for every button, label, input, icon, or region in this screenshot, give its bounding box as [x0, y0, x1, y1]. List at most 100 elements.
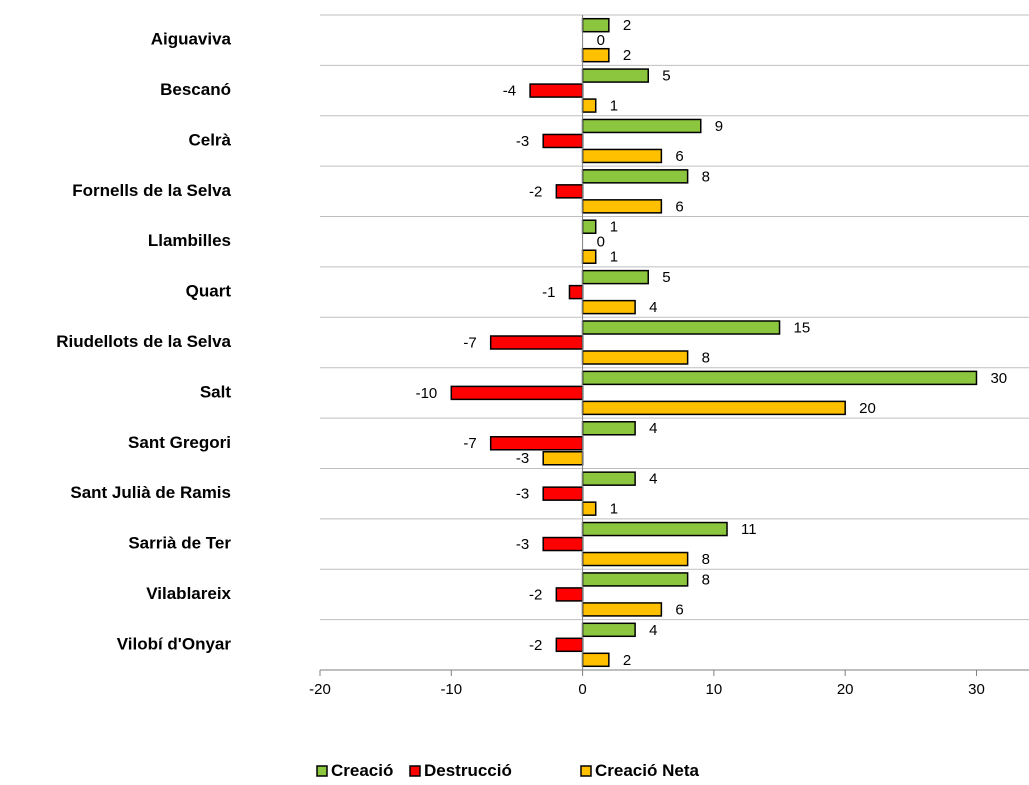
category-label: Sant Gregori	[128, 433, 231, 452]
bar	[489, 436, 584, 451]
bar	[542, 133, 584, 149]
data-label: 5	[662, 269, 670, 286]
bar	[581, 551, 689, 567]
category-label: Bescanó	[160, 80, 231, 99]
data-label: 1	[610, 98, 618, 115]
data-label: 4	[649, 471, 657, 488]
bar	[568, 284, 584, 300]
data-label: 0	[597, 234, 605, 251]
data-label: -4	[503, 83, 516, 100]
category-label: Vilablareix	[146, 584, 231, 603]
bar	[581, 421, 636, 436]
bar	[529, 83, 584, 98]
data-label: -3	[516, 450, 529, 467]
legend-swatch	[580, 765, 592, 777]
bar	[581, 148, 663, 164]
data-label: 6	[675, 198, 683, 215]
data-label: 1	[610, 249, 618, 266]
category-label: Riudellots de la Selva	[56, 332, 231, 351]
bar	[581, 320, 781, 335]
bar	[581, 622, 636, 638]
bar	[581, 269, 649, 285]
data-label: -10	[416, 385, 438, 402]
legend-swatch	[316, 765, 328, 777]
data-label: -3	[516, 133, 529, 150]
data-label: 2	[623, 652, 631, 669]
category-label: Aiguaviva	[151, 30, 232, 49]
category-label: Vilobí d'Onyar	[117, 634, 232, 653]
bar	[581, 219, 597, 234]
data-label: 1	[610, 219, 618, 236]
bar	[581, 602, 663, 617]
bar	[555, 184, 584, 199]
bar	[581, 17, 610, 33]
data-label: -7	[463, 334, 476, 351]
category-label: Sarrià de Ter	[128, 534, 231, 553]
legend: Creació Destrucció Creació Neta	[316, 761, 699, 780]
bar	[542, 486, 584, 501]
data-label: 1	[610, 501, 618, 518]
category-label: Fornells de la Selva	[72, 181, 231, 200]
bar	[555, 587, 584, 602]
bar	[450, 385, 584, 401]
x-tick-label: 30	[968, 681, 985, 698]
labels: 202Aiguaviva5-41Bescanó9-36Celrà8-26Forn…	[56, 17, 1007, 669]
axes: -20 -10 0 10 20 30	[309, 15, 1029, 698]
data-label: 8	[702, 571, 710, 588]
data-label: -2	[529, 637, 542, 654]
data-label: 4	[649, 299, 657, 316]
bar	[581, 370, 978, 386]
category-label: Llambilles	[148, 231, 231, 250]
data-label: 4	[649, 622, 657, 639]
bar	[581, 652, 610, 668]
x-tick-label: -20	[309, 681, 331, 698]
x-tick-label: -10	[440, 681, 462, 698]
data-label: -7	[463, 435, 476, 452]
bars	[450, 17, 978, 668]
bar	[489, 335, 584, 350]
bar	[542, 451, 584, 466]
bar	[581, 350, 689, 365]
legend-label: Creació Neta	[595, 761, 699, 780]
legend-label: Creació	[331, 761, 393, 780]
category-label: Quart	[186, 282, 232, 301]
data-label: 0	[597, 32, 605, 49]
data-label: -2	[529, 586, 542, 603]
bar	[581, 501, 597, 516]
data-label: 2	[623, 17, 631, 34]
data-label: 5	[662, 68, 670, 85]
data-label: 2	[623, 47, 631, 64]
data-label: 30	[990, 370, 1007, 387]
bar	[581, 521, 728, 537]
category-label: Celrà	[188, 130, 231, 149]
data-label: -3	[516, 536, 529, 553]
data-label: 8	[702, 168, 710, 185]
bar	[555, 637, 584, 653]
data-label: -1	[542, 284, 555, 301]
bar	[581, 118, 702, 134]
category-label: Salt	[200, 382, 232, 401]
x-tick-label: 0	[578, 681, 586, 698]
x-tick-label: 20	[837, 681, 854, 698]
category-label: Sant Julià de Ramis	[70, 483, 231, 502]
data-label: 8	[702, 349, 710, 366]
legend-swatch	[409, 765, 421, 777]
bar	[581, 471, 636, 486]
bar	[581, 572, 689, 587]
bar	[581, 169, 689, 184]
data-label: 6	[675, 601, 683, 618]
data-label: 6	[675, 148, 683, 165]
x-tick-label: 10	[706, 681, 723, 698]
bar	[581, 199, 663, 214]
bar	[542, 536, 584, 552]
data-label: 20	[859, 400, 876, 417]
bar	[581, 47, 610, 63]
bar	[581, 68, 649, 83]
data-label: 4	[649, 420, 657, 437]
data-label: 15	[794, 319, 811, 336]
data-label: 9	[715, 118, 723, 135]
legend-label: Destrucció	[424, 761, 512, 780]
data-label: -3	[516, 486, 529, 503]
data-label: 8	[702, 551, 710, 568]
